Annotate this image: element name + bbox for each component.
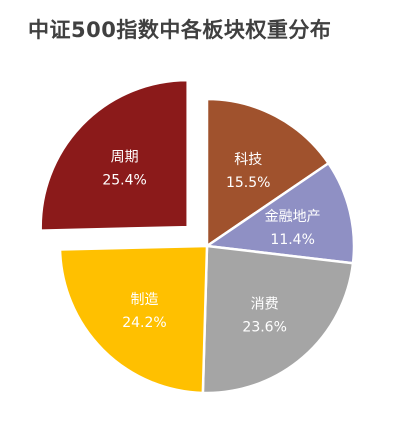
slice-category-label: 金融地产 — [265, 209, 321, 225]
slice-4 — [39, 78, 189, 232]
slice-3 — [58, 244, 209, 395]
chart-title: 中证500指数中各板块权重分布 — [28, 18, 332, 42]
slice-category-label: 科技 — [234, 152, 262, 168]
pie-labels: 科技 15.5% 金融地产 11.4% 消费 23.6% 制造 24.2% 周期 25.4% — [102, 150, 320, 336]
slice-category-label: 消费 — [251, 297, 279, 313]
slice-category-label: 周期 — [111, 150, 139, 166]
slice-value-label: 24.2% — [122, 315, 166, 331]
slice-category-label: 制造 — [130, 292, 158, 308]
pie-slices — [39, 78, 356, 395]
slice-value-label: 25.4% — [102, 173, 146, 189]
slice-1 — [205, 162, 356, 265]
slice-2 — [201, 244, 355, 395]
slice-value-label: 11.4% — [270, 232, 314, 248]
slice-value-label: 15.5% — [226, 175, 270, 191]
slice-value-label: 23.6% — [242, 320, 286, 336]
slice-0 — [205, 97, 330, 248]
